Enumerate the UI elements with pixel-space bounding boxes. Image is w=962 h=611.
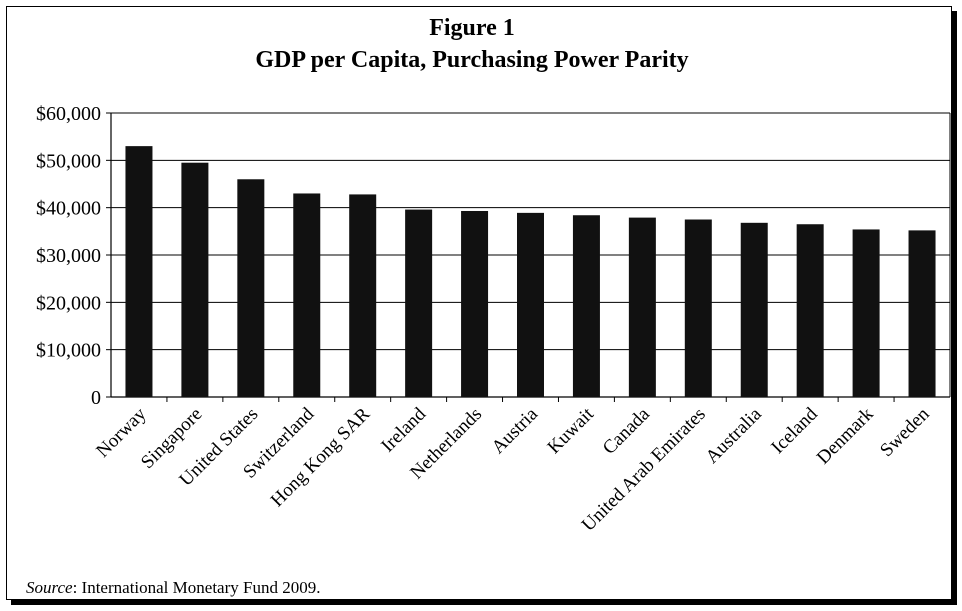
bar [293, 193, 321, 397]
x-tick-label: Ireland [377, 403, 430, 456]
x-tick-label: Iceland [767, 403, 822, 458]
y-tick-label: $40,000 [36, 198, 101, 220]
source-note: Source: International Monetary Fund 2009… [26, 578, 320, 598]
x-tick-label: Australia [702, 403, 766, 467]
x-tick-label: Sweden [876, 403, 934, 461]
y-tick-label: $30,000 [36, 245, 101, 267]
bar [796, 224, 824, 397]
bar [852, 229, 880, 397]
bar [908, 230, 936, 397]
y-tick-label: $20,000 [36, 292, 101, 314]
source-label: Source [26, 578, 73, 597]
bar [684, 219, 712, 397]
x-tick-label: Denmark [813, 403, 878, 468]
x-tick-label: Hong Kong SAR [267, 403, 375, 511]
bar [628, 217, 656, 397]
y-tick-label: $50,000 [36, 150, 101, 172]
bar [349, 194, 377, 397]
x-tick-label: Canada [599, 403, 655, 459]
bar [572, 215, 600, 397]
bar [125, 146, 153, 397]
y-tick-label: $60,000 [36, 103, 101, 125]
x-tick-label: Austria [488, 403, 543, 458]
title-block: Figure 1 GDP per Capita, Purchasing Powe… [0, 12, 944, 76]
bar [405, 209, 433, 397]
y-tick-label: $10,000 [36, 340, 101, 362]
bar [517, 212, 544, 397]
x-tick-label: Kuwait [544, 403, 599, 458]
y-tick-label: 0 [91, 387, 101, 409]
bar [740, 222, 768, 397]
bar [181, 162, 209, 397]
source-text: : International Monetary Fund 2009. [72, 578, 321, 597]
bar [237, 179, 265, 397]
chart-subtitle: GDP per Capita, Purchasing Power Parity [255, 47, 689, 73]
bar [461, 210, 489, 397]
chart-title: Figure 1 [429, 15, 515, 41]
